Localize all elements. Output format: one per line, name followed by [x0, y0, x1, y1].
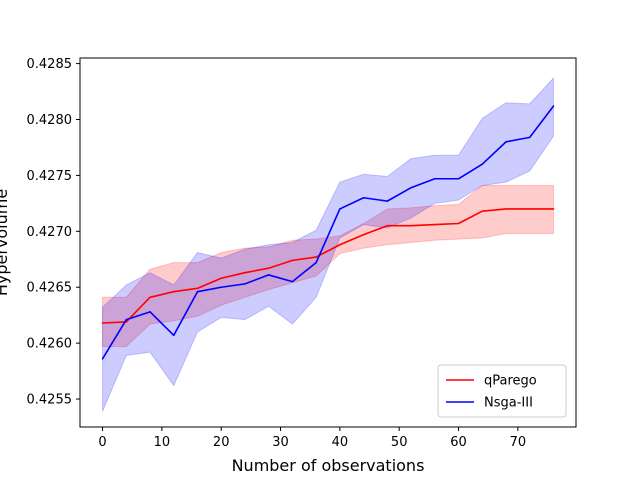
point-qparego — [457, 222, 460, 225]
point-nsga-iii — [433, 177, 436, 180]
x-axis-label: Number of observations — [232, 456, 425, 475]
point-qparego — [101, 322, 104, 324]
y-tick-label: 0.4260 — [27, 337, 73, 352]
x-tick-label: 10 — [154, 435, 171, 450]
x-tick-label: 0 — [98, 435, 106, 450]
point-nsga-iii — [101, 357, 104, 360]
point-nsga-iii — [196, 290, 199, 293]
legend-label-qparego: qParego — [484, 374, 537, 389]
band-qparego — [102, 184, 554, 347]
point-nsga-iii — [267, 274, 270, 276]
point-nsga-iii — [552, 105, 555, 107]
legend: qParego Nsga-III — [437, 364, 567, 418]
line-qparego — [102, 208, 554, 324]
point-qparego — [433, 223, 436, 226]
legend-box — [437, 364, 567, 418]
point-qparego — [149, 296, 151, 299]
x-tick-label: 60 — [450, 435, 467, 450]
point-nsga-iii — [149, 311, 151, 313]
x-tick-label: 50 — [391, 435, 408, 450]
x-tick-label: 30 — [272, 435, 289, 450]
axes — [79, 57, 577, 428]
x-tick-label: 70 — [510, 435, 527, 450]
point-nsga-iii — [125, 318, 128, 321]
point-qparego — [552, 208, 555, 210]
y-tick-label: 0.4280 — [27, 113, 73, 128]
point-qparego — [410, 224, 412, 227]
y-tick-label: 0.4285 — [27, 57, 73, 72]
point-nsga-iii — [339, 208, 341, 210]
point-nsga-iii — [244, 283, 246, 285]
x-tick-label: 20 — [213, 435, 230, 450]
point-qparego — [315, 256, 317, 258]
point-nsga-iii — [291, 280, 294, 283]
point-nsga-iii — [362, 196, 365, 199]
point-qparego — [172, 290, 175, 293]
tick-marks-and-labels: 0 10 20 30 40 50 60 70 0.4255 0.4260 0.4265 0.4270 0… — [27, 57, 527, 450]
point-qparego — [267, 267, 270, 270]
x-tick-label: 40 — [332, 435, 349, 450]
line-nsga-iii — [101, 105, 555, 360]
point-qparego — [386, 224, 389, 227]
point-nsga-iii — [528, 136, 531, 139]
point-qparego — [291, 259, 294, 262]
plot-frame — [79, 57, 577, 428]
y-tick-label: 0.4275 — [27, 169, 73, 184]
point-nsga-iii — [410, 186, 412, 189]
y-tick-label: 0.4255 — [27, 393, 73, 408]
confidence-bands — [102, 76, 554, 412]
point-qparego — [362, 233, 365, 236]
point-nsga-iii — [315, 261, 317, 264]
y-tick-label: 0.4270 — [27, 225, 73, 240]
y-axis-label: Hypervolume — [0, 189, 11, 296]
series-lines — [101, 105, 555, 360]
y-tick-label: 0.4265 — [27, 281, 73, 296]
point-qparego — [505, 208, 507, 210]
point-qparego — [244, 271, 246, 274]
point-qparego — [339, 243, 341, 246]
point-nsga-iii — [172, 334, 175, 337]
point-qparego — [481, 210, 484, 212]
point-nsga-iii — [505, 141, 507, 143]
legend-label-nsga-iii: Nsga-III — [484, 396, 533, 411]
band-nsga-iii — [102, 76, 554, 412]
point-nsga-iii — [457, 177, 460, 180]
point-qparego — [528, 208, 531, 210]
point-qparego — [220, 277, 223, 280]
point-nsga-iii — [481, 163, 484, 166]
point-nsga-iii — [386, 200, 389, 202]
point-nsga-iii — [220, 286, 223, 289]
point-qparego — [196, 287, 199, 290]
